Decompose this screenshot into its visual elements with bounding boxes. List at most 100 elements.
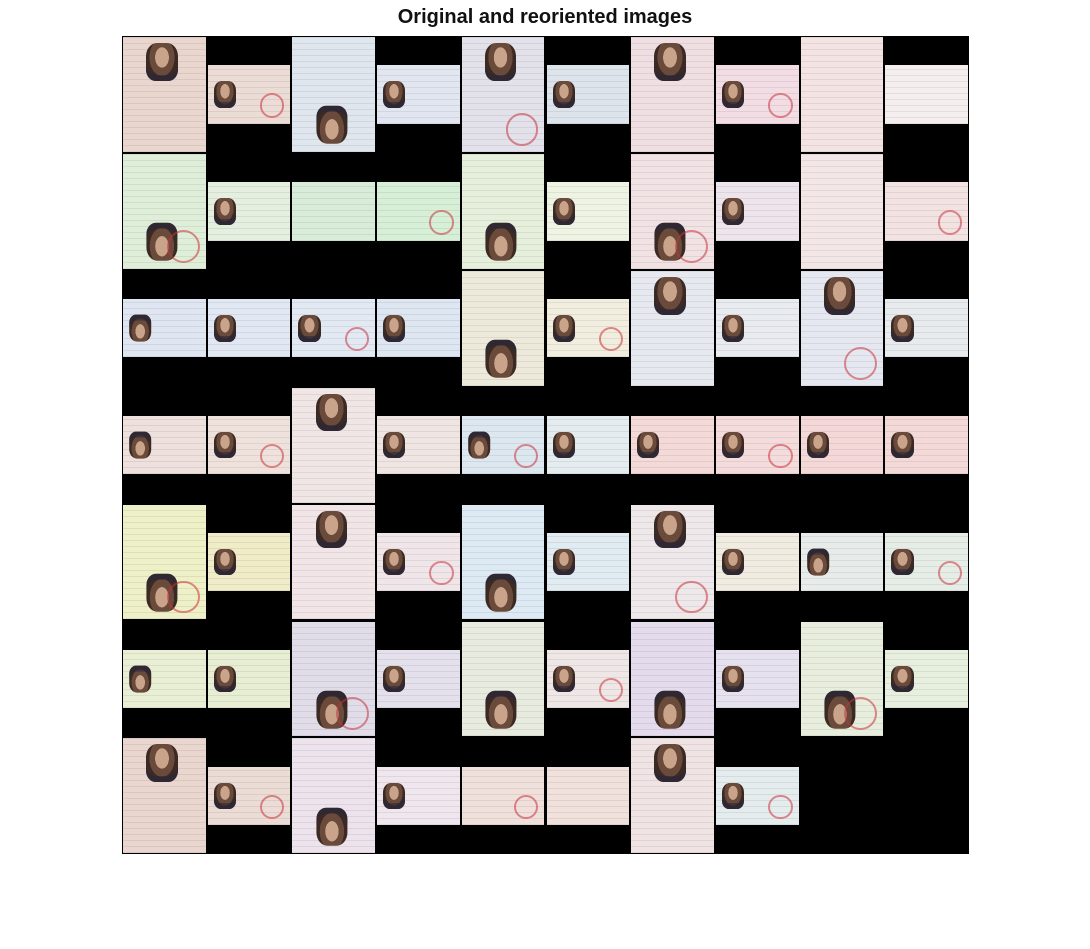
portrait-photo — [721, 81, 745, 108]
stamp-mark — [768, 93, 793, 118]
passport-image — [292, 621, 376, 737]
stamp-mark — [598, 677, 624, 703]
portrait-photo — [552, 314, 575, 342]
passport-image — [123, 299, 206, 358]
stamp-mark — [514, 794, 539, 820]
stamp-mark — [844, 697, 878, 731]
portrait-photo — [484, 223, 517, 261]
stamp-mark — [166, 229, 200, 263]
portrait-photo — [552, 81, 575, 108]
passport-image — [546, 766, 630, 826]
portrait-photo — [552, 198, 575, 225]
portrait-photo — [806, 431, 829, 459]
passport-image — [207, 182, 291, 241]
passport-image — [461, 270, 545, 386]
portrait-photo — [721, 665, 745, 693]
passport-image — [292, 182, 376, 241]
portrait-photo — [654, 744, 686, 783]
passport-image — [207, 532, 291, 592]
portrait-photo — [146, 744, 178, 783]
passport-image — [885, 532, 968, 592]
stamp-mark — [768, 794, 793, 820]
passport-image — [292, 299, 376, 358]
portrait-photo — [654, 276, 686, 315]
stamp-mark — [514, 443, 539, 469]
figure-title: Original and reoriented images — [397, 6, 693, 28]
passport-image — [800, 532, 884, 592]
passport-image — [207, 649, 291, 709]
portrait-photo — [891, 314, 914, 342]
stamp-mark — [429, 560, 454, 586]
portrait-photo — [552, 431, 575, 459]
portrait-photo — [383, 81, 406, 108]
passport-image — [715, 766, 799, 826]
portrait-photo — [383, 665, 406, 693]
passport-image — [631, 270, 714, 386]
portrait-photo — [315, 106, 347, 144]
portrait-photo — [315, 807, 347, 846]
portrait-photo — [654, 43, 686, 81]
passport-image — [715, 65, 799, 124]
passport-image — [546, 415, 630, 475]
portrait-photo — [721, 782, 745, 810]
passport-image — [377, 532, 460, 592]
passport-image — [123, 415, 206, 475]
passport-image — [631, 504, 714, 620]
passport-image — [461, 415, 545, 475]
portrait-photo — [383, 782, 406, 810]
portrait-photo — [721, 314, 745, 342]
passport-image — [631, 738, 714, 854]
stamp-mark — [768, 443, 793, 469]
portrait-photo — [823, 276, 856, 315]
passport-image — [800, 415, 884, 475]
passport-image — [800, 37, 884, 152]
passport-image — [461, 37, 545, 152]
portrait-photo — [552, 548, 575, 576]
passport-image — [546, 182, 630, 241]
passport-image — [546, 299, 630, 358]
portrait-photo — [383, 548, 406, 576]
passport-image — [292, 387, 376, 503]
portrait-photo — [721, 548, 745, 576]
portrait-photo — [213, 548, 236, 576]
passport-image — [631, 37, 714, 152]
stamp-mark — [429, 210, 454, 235]
passport-image — [123, 37, 206, 152]
passport-image — [546, 649, 630, 709]
passport-image — [292, 37, 376, 152]
portrait-photo — [213, 198, 236, 225]
portrait-photo — [654, 510, 686, 549]
portrait-photo — [891, 431, 914, 459]
stamp-mark — [259, 794, 285, 820]
passport-image — [292, 504, 376, 620]
passport-image — [377, 65, 460, 124]
passport-image — [800, 153, 884, 269]
stamp-mark — [937, 210, 962, 235]
stamp-mark — [505, 112, 539, 146]
portrait-photo — [129, 431, 152, 459]
passport-image — [377, 182, 460, 241]
portrait-photo — [467, 431, 490, 459]
passport-image — [885, 299, 968, 358]
portrait-photo — [891, 665, 914, 693]
passport-image — [800, 621, 884, 737]
passport-image — [631, 415, 714, 475]
passport-image — [292, 738, 376, 854]
portrait-photo — [146, 43, 178, 81]
portrait-photo — [315, 393, 347, 432]
passport-image — [546, 65, 630, 124]
portrait-photo — [484, 339, 517, 378]
portrait-photo — [315, 510, 347, 549]
portrait-photo — [383, 314, 406, 342]
passport-image — [800, 270, 884, 386]
passport-image — [207, 766, 291, 826]
stamp-mark — [674, 580, 708, 614]
passport-image — [715, 182, 799, 241]
portrait-photo — [891, 548, 914, 576]
stamp-mark — [937, 560, 962, 586]
passport-image — [631, 621, 714, 737]
passport-image — [123, 153, 206, 269]
portrait-photo — [552, 665, 575, 693]
passport-image — [631, 153, 714, 269]
portrait-photo — [484, 690, 517, 729]
